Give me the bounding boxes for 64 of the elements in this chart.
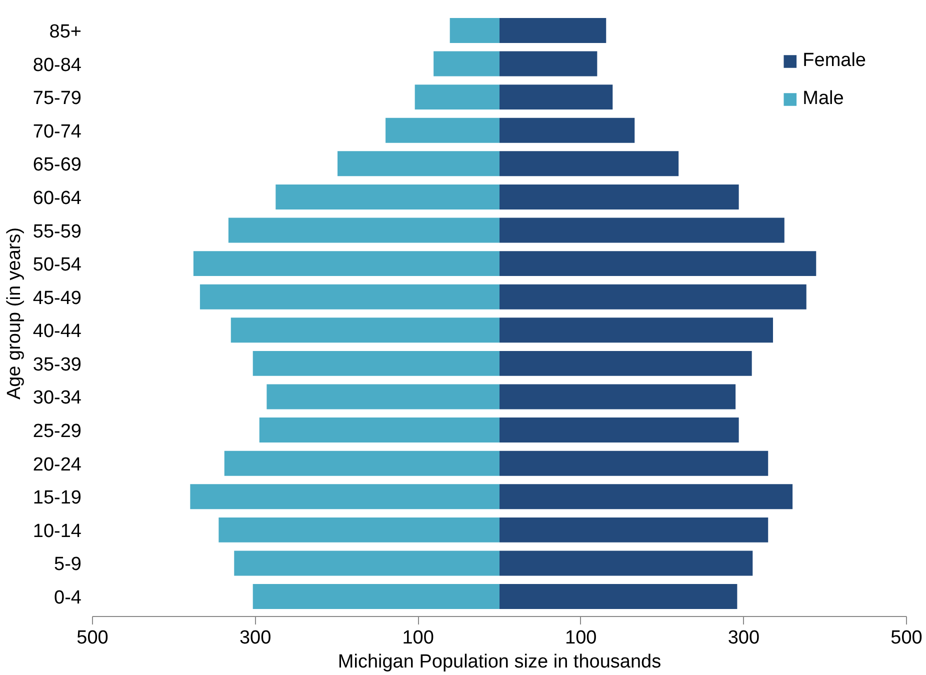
bar bbox=[500, 418, 739, 443]
y-tick-label: 70-74 bbox=[32, 121, 82, 142]
y-tick-label: 55-59 bbox=[32, 221, 82, 242]
legend-label: Male bbox=[802, 88, 844, 110]
y-tick-label: 15-19 bbox=[32, 488, 82, 509]
bar bbox=[500, 51, 598, 76]
x-axis-title: Michigan Population size in thousands bbox=[338, 652, 662, 672]
bar bbox=[500, 184, 739, 210]
y-tick-label: 35-39 bbox=[32, 354, 82, 376]
bar bbox=[190, 484, 500, 510]
bar bbox=[193, 251, 500, 276]
y-tick-label: 30-34 bbox=[32, 388, 82, 409]
x-tick-label: 100 bbox=[565, 628, 597, 648]
y-tick-label: 40-44 bbox=[32, 321, 82, 342]
x-tick-label: 500 bbox=[890, 628, 922, 648]
x-tick-label: 300 bbox=[728, 628, 760, 648]
bar bbox=[500, 484, 793, 510]
bar bbox=[386, 118, 500, 143]
y-tick-label: 45-49 bbox=[32, 288, 82, 309]
bar bbox=[500, 251, 816, 276]
bar bbox=[234, 550, 500, 576]
y-tick-label: 75-79 bbox=[32, 88, 82, 110]
bar bbox=[252, 584, 500, 610]
bar bbox=[500, 350, 752, 376]
bar bbox=[252, 350, 500, 376]
y-tick-label: 50-54 bbox=[32, 254, 82, 276]
bar bbox=[500, 450, 768, 476]
x-tick-label: 500 bbox=[76, 628, 108, 648]
bar bbox=[450, 18, 500, 43]
y-tick-label: 10-14 bbox=[32, 520, 82, 542]
bar bbox=[266, 384, 500, 410]
bar bbox=[500, 118, 635, 143]
bar bbox=[200, 284, 500, 310]
y-tick-label: 80-84 bbox=[32, 54, 82, 76]
bar bbox=[218, 517, 500, 542]
legend-label: Female bbox=[802, 50, 866, 72]
bar bbox=[230, 318, 500, 343]
y-tick-label: 60-64 bbox=[32, 188, 82, 209]
y-tick-label: 65-69 bbox=[32, 154, 82, 176]
bar bbox=[500, 218, 784, 243]
bar bbox=[500, 84, 613, 110]
y-tick-label: 85+ bbox=[49, 21, 82, 42]
bar bbox=[500, 384, 736, 410]
bar bbox=[500, 550, 753, 576]
bar bbox=[500, 318, 774, 343]
y-tick-label: 25-29 bbox=[32, 421, 82, 442]
x-tick-label: 300 bbox=[239, 628, 272, 648]
bar bbox=[500, 517, 768, 542]
bar bbox=[414, 84, 500, 110]
y-tick-label: 5-9 bbox=[54, 554, 82, 576]
bar bbox=[224, 450, 500, 476]
bar bbox=[434, 51, 500, 76]
bar bbox=[500, 284, 806, 310]
bar bbox=[500, 584, 738, 610]
bar bbox=[228, 218, 500, 243]
y-tick-label: 0-4 bbox=[54, 588, 82, 609]
x-tick-label: 100 bbox=[402, 628, 434, 648]
bar bbox=[276, 184, 500, 210]
y-tick-label: 20-24 bbox=[32, 454, 82, 476]
bar bbox=[500, 151, 679, 176]
bar bbox=[500, 18, 606, 43]
bar bbox=[259, 418, 500, 443]
y-axis-title: Age group (in years) bbox=[4, 227, 25, 400]
bar bbox=[338, 151, 500, 176]
